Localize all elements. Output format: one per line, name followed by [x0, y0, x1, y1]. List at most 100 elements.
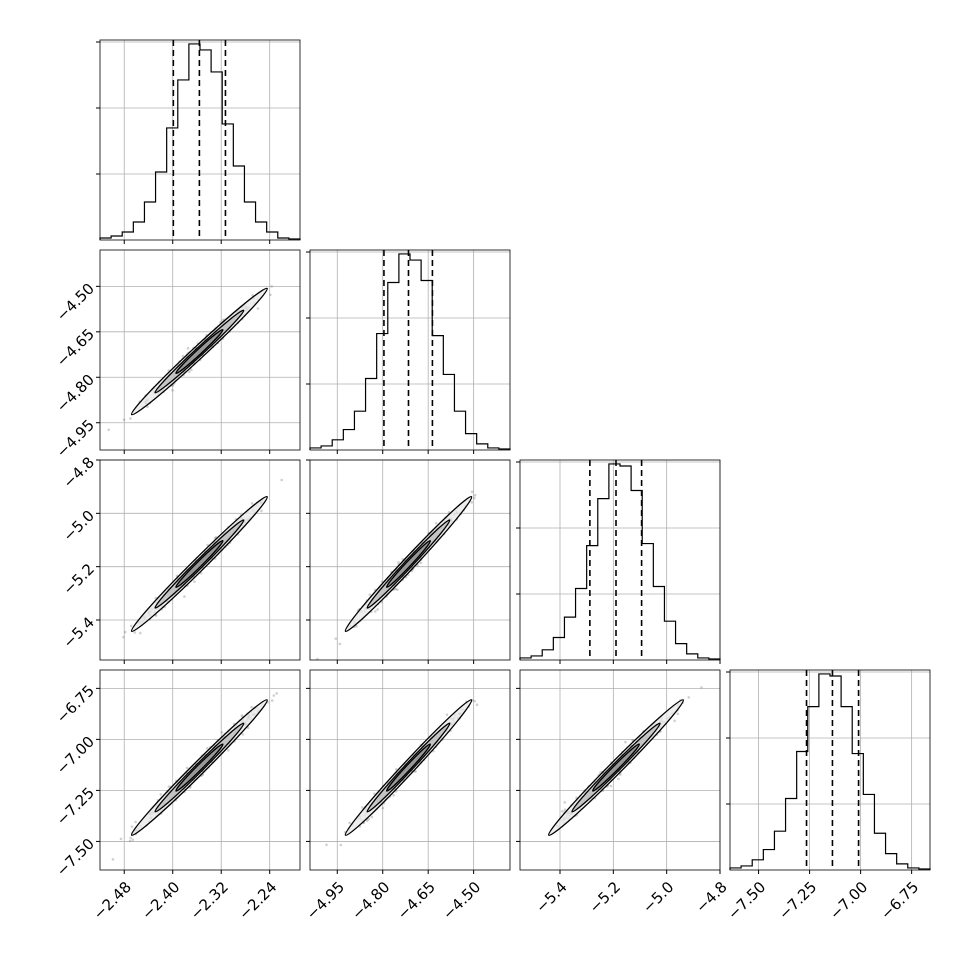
- sample-point: [470, 490, 474, 494]
- sample-point: [275, 692, 279, 695]
- sample-point: [475, 703, 479, 707]
- panel-frame: [99, 249, 301, 451]
- sample-point: [139, 631, 142, 635]
- sample-point: [256, 307, 260, 310]
- panel-frame: [729, 669, 931, 871]
- y-tick-label: −7.00: [53, 733, 98, 778]
- x-tick-label: −7.00: [826, 878, 871, 923]
- x-tick-label: −5.0: [639, 878, 677, 916]
- sample-point: [269, 293, 272, 297]
- panel-2-1: [306, 459, 511, 664]
- x-tick-label: −7.25: [775, 878, 820, 923]
- sample-point: [373, 792, 376, 796]
- sample-point: [190, 368, 193, 372]
- sample-point: [419, 561, 423, 565]
- sample-point: [618, 773, 622, 776]
- x-tick-label: −5.4: [532, 878, 570, 916]
- y-tick-label: −6.75: [53, 682, 98, 727]
- sample-point: [397, 560, 400, 564]
- panel-content: [325, 698, 479, 847]
- sample-point: [260, 509, 263, 513]
- sample-point: [119, 837, 123, 841]
- sample-point: [381, 806, 385, 810]
- sample-point: [673, 719, 676, 723]
- sample-point: [186, 346, 190, 350]
- panel-frame: [519, 459, 721, 661]
- sample-point: [129, 836, 132, 840]
- sample-point: [171, 388, 174, 392]
- sample-point: [370, 815, 374, 819]
- sample-point: [227, 749, 230, 752]
- sample-point: [122, 635, 125, 639]
- sample-point: [376, 608, 379, 611]
- sample-point: [325, 843, 328, 847]
- panel-0-0: [96, 39, 301, 244]
- panel-3-2: [516, 669, 721, 874]
- histogram-step-1: [309, 253, 511, 450]
- sample-point: [154, 614, 158, 617]
- sample-point: [367, 817, 371, 821]
- panel-content: [316, 490, 477, 660]
- contour-level-2: [591, 743, 641, 792]
- sample-point: [146, 405, 149, 409]
- y-tick-label: −7.25: [53, 784, 98, 829]
- y-tick-label: −4.65: [53, 325, 98, 370]
- sample-point: [134, 820, 137, 824]
- panel-frame: [99, 669, 301, 871]
- sample-point: [361, 806, 364, 809]
- panel-1-1: [306, 249, 511, 454]
- sample-point: [181, 354, 185, 358]
- panel-content: [547, 686, 703, 836]
- sample-point: [128, 839, 132, 843]
- sample-point: [205, 746, 209, 750]
- sample-point: [107, 428, 110, 432]
- sample-point: [447, 510, 451, 514]
- y-tick-label: −4.95: [53, 416, 98, 461]
- x-tick-label: −4.80: [348, 878, 393, 923]
- sample-point: [355, 624, 358, 628]
- sample-point: [434, 521, 438, 525]
- sample-point: [561, 809, 564, 813]
- sample-point: [183, 595, 186, 598]
- x-tick-label: −4.50: [439, 878, 484, 923]
- panel-frame: [99, 39, 301, 241]
- sample-point: [368, 593, 372, 596]
- sample-point: [250, 705, 253, 709]
- y-tick-label: −5.0: [60, 507, 98, 545]
- sample-point: [123, 630, 127, 634]
- sample-point: [111, 858, 115, 861]
- contour-level-2: [175, 328, 224, 375]
- sample-point: [334, 637, 338, 640]
- sample-point: [366, 819, 369, 823]
- sample-point: [445, 713, 449, 716]
- sample-point: [130, 825, 134, 828]
- sample-point: [348, 821, 351, 825]
- sample-point: [473, 496, 476, 500]
- y-tick-label: −4.80: [53, 371, 98, 416]
- y-tick-label: −4.50: [53, 280, 98, 325]
- panel-2-2: [516, 459, 721, 664]
- histogram-step-2: [519, 463, 721, 660]
- sample-point: [338, 642, 342, 646]
- sample-point: [394, 587, 398, 591]
- panel-3-3: [726, 669, 931, 874]
- sample-point: [624, 740, 627, 744]
- contour-level-2: [385, 540, 432, 588]
- sample-point: [272, 694, 276, 697]
- histogram-step-0: [99, 43, 301, 240]
- y-tick-label: −5.2: [60, 560, 98, 598]
- panel-frame: [519, 669, 721, 871]
- x-tick-label: −5.2: [586, 878, 624, 916]
- sample-point: [193, 580, 196, 583]
- panel-content: [111, 692, 279, 861]
- sample-point: [414, 770, 417, 773]
- x-tick-label: −2.40: [138, 878, 183, 923]
- sample-point: [374, 610, 377, 613]
- panel-1-0: [96, 249, 301, 454]
- panel-3-1: [306, 669, 511, 874]
- sample-point: [416, 564, 419, 567]
- sample-point: [609, 784, 613, 788]
- sample-point: [700, 686, 703, 689]
- sample-point: [270, 699, 274, 702]
